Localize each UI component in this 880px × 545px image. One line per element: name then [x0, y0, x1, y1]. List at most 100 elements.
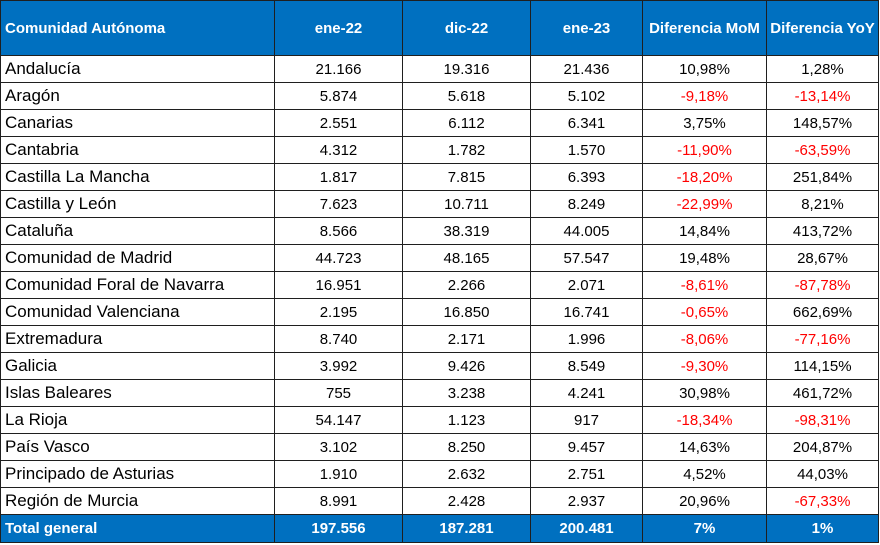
- total-diferencia-yoy: 1%: [766, 514, 879, 543]
- cell-dic-22: 10.711: [402, 190, 531, 218]
- cell-ene-23: 8.249: [530, 190, 643, 218]
- cell-diferencia-yoy: -98,31%: [766, 406, 879, 434]
- cell-diferencia-mom: -18,20%: [642, 163, 767, 191]
- cell-ene-23: 44.005: [530, 217, 643, 245]
- cell-dic-22: 5.618: [402, 82, 531, 110]
- table-row: Principado de Asturias 1.910 2.632 2.751 4,5…: [0, 460, 879, 488]
- cell-diferencia-yoy: 28,67%: [766, 244, 879, 272]
- table-row: Andalucía 21.166 19.316 21.436 10,98% 1,28%: [0, 55, 879, 83]
- cell-diferencia-mom: 14,63%: [642, 433, 767, 461]
- cell-ene-23: 16.741: [530, 298, 643, 326]
- cell-dic-22: 1.123: [402, 406, 531, 434]
- cell-dic-22: 9.426: [402, 352, 531, 380]
- cell-diferencia-yoy: 413,72%: [766, 217, 879, 245]
- cell-ene-23: 2.937: [530, 487, 643, 515]
- cell-diferencia-mom: -11,90%: [642, 136, 767, 164]
- cell-comunidad: Cantabria: [0, 136, 275, 164]
- cell-ene-22: 8.740: [274, 325, 403, 353]
- cell-comunidad: Aragón: [0, 82, 275, 110]
- table-row: Castilla y León 7.623 10.711 8.249 -22,99% 8,…: [0, 190, 879, 218]
- cell-diferencia-mom: -18,34%: [642, 406, 767, 434]
- cell-comunidad: Extremadura: [0, 325, 275, 353]
- cell-comunidad: Región de Murcia: [0, 487, 275, 515]
- table-row: La Rioja 54.147 1.123 917 -18,34% -98,31%: [0, 406, 879, 434]
- cell-ene-22: 8.566: [274, 217, 403, 245]
- cell-ene-23: 2.071: [530, 271, 643, 299]
- cell-dic-22: 2.428: [402, 487, 531, 515]
- cell-comunidad: Principado de Asturias: [0, 460, 275, 488]
- cell-diferencia-mom: -22,99%: [642, 190, 767, 218]
- cell-comunidad: País Vasco: [0, 433, 275, 461]
- cell-ene-23: 9.457: [530, 433, 643, 461]
- total-ene-22: 197.556: [274, 514, 403, 543]
- cell-diferencia-mom: 20,96%: [642, 487, 767, 515]
- total-dic-22: 187.281: [402, 514, 531, 543]
- cell-diferencia-yoy: -67,33%: [766, 487, 879, 515]
- cell-ene-23: 6.341: [530, 109, 643, 137]
- cell-diferencia-mom: 14,84%: [642, 217, 767, 245]
- cell-ene-23: 8.549: [530, 352, 643, 380]
- column-header-diferencia-yoy: Diferencia YoY: [766, 0, 879, 56]
- table-row: Islas Baleares 755 3.238 4.241 30,98% 461,72%: [0, 379, 879, 407]
- cell-diferencia-mom: -8,06%: [642, 325, 767, 353]
- cell-dic-22: 8.250: [402, 433, 531, 461]
- cell-dic-22: 16.850: [402, 298, 531, 326]
- table-row: Región de Murcia 8.991 2.428 2.937 20,96% -67…: [0, 487, 879, 515]
- table-row: Galicia 3.992 9.426 8.549 -9,30% 114,15%: [0, 352, 879, 380]
- cell-comunidad: Canarias: [0, 109, 275, 137]
- total-ene-23: 200.481: [530, 514, 643, 543]
- cell-ene-23: 21.436: [530, 55, 643, 83]
- cell-diferencia-mom: -0,65%: [642, 298, 767, 326]
- cell-ene-22: 54.147: [274, 406, 403, 434]
- cell-comunidad: Castilla y León: [0, 190, 275, 218]
- cell-comunidad: Islas Baleares: [0, 379, 275, 407]
- table-row: Cataluña 8.566 38.319 44.005 14,84% 413,72%: [0, 217, 879, 245]
- cell-dic-22: 3.238: [402, 379, 531, 407]
- cell-diferencia-yoy: 662,69%: [766, 298, 879, 326]
- total-diferencia-mom: 7%: [642, 514, 767, 543]
- cell-ene-22: 1.817: [274, 163, 403, 191]
- cell-diferencia-mom: 30,98%: [642, 379, 767, 407]
- table-row: Castilla La Mancha 1.817 7.815 6.393 -18,20%…: [0, 163, 879, 191]
- total-label: Total general: [0, 514, 275, 543]
- cell-ene-22: 4.312: [274, 136, 403, 164]
- cell-diferencia-yoy: -63,59%: [766, 136, 879, 164]
- cell-dic-22: 1.782: [402, 136, 531, 164]
- cell-ene-22: 16.951: [274, 271, 403, 299]
- header-row: Comunidad Autónoma ene-22 dic-22 ene-23 …: [0, 0, 879, 56]
- table-row: Cantabria 4.312 1.782 1.570 -11,90% -63,59%: [0, 136, 879, 164]
- cell-ene-22: 2.195: [274, 298, 403, 326]
- column-header-comunidad: Comunidad Autónoma: [0, 0, 275, 56]
- cell-dic-22: 2.171: [402, 325, 531, 353]
- column-header-ene-23: ene-23: [530, 0, 643, 56]
- cell-ene-22: 3.992: [274, 352, 403, 380]
- cell-diferencia-mom: 3,75%: [642, 109, 767, 137]
- cell-dic-22: 48.165: [402, 244, 531, 272]
- cell-ene-22: 1.910: [274, 460, 403, 488]
- cell-diferencia-yoy: 148,57%: [766, 109, 879, 137]
- table-row: Comunidad de Madrid 44.723 48.165 57.547 19,…: [0, 244, 879, 272]
- cell-comunidad: Cataluña: [0, 217, 275, 245]
- cell-dic-22: 7.815: [402, 163, 531, 191]
- cell-diferencia-yoy: 44,03%: [766, 460, 879, 488]
- cell-diferencia-yoy: 204,87%: [766, 433, 879, 461]
- cell-ene-23: 2.751: [530, 460, 643, 488]
- cell-diferencia-mom: -8,61%: [642, 271, 767, 299]
- cell-ene-22: 755: [274, 379, 403, 407]
- cell-diferencia-yoy: 251,84%: [766, 163, 879, 191]
- cell-ene-22: 44.723: [274, 244, 403, 272]
- cell-ene-22: 8.991: [274, 487, 403, 515]
- table-row: País Vasco 3.102 8.250 9.457 14,63% 204,87%: [0, 433, 879, 461]
- table-row: Comunidad Foral de Navarra 16.951 2.266 2.0…: [0, 271, 879, 299]
- cell-ene-23: 1.570: [530, 136, 643, 164]
- total-row: Total general 197.556 187.281 200.481 7%…: [0, 514, 879, 543]
- cell-comunidad: La Rioja: [0, 406, 275, 434]
- column-header-diferencia-mom: Diferencia MoM: [642, 0, 767, 56]
- cell-ene-23: 6.393: [530, 163, 643, 191]
- cell-diferencia-yoy: -13,14%: [766, 82, 879, 110]
- cell-ene-23: 57.547: [530, 244, 643, 272]
- cell-ene-23: 4.241: [530, 379, 643, 407]
- column-header-ene-22: ene-22: [274, 0, 403, 56]
- cell-ene-22: 3.102: [274, 433, 403, 461]
